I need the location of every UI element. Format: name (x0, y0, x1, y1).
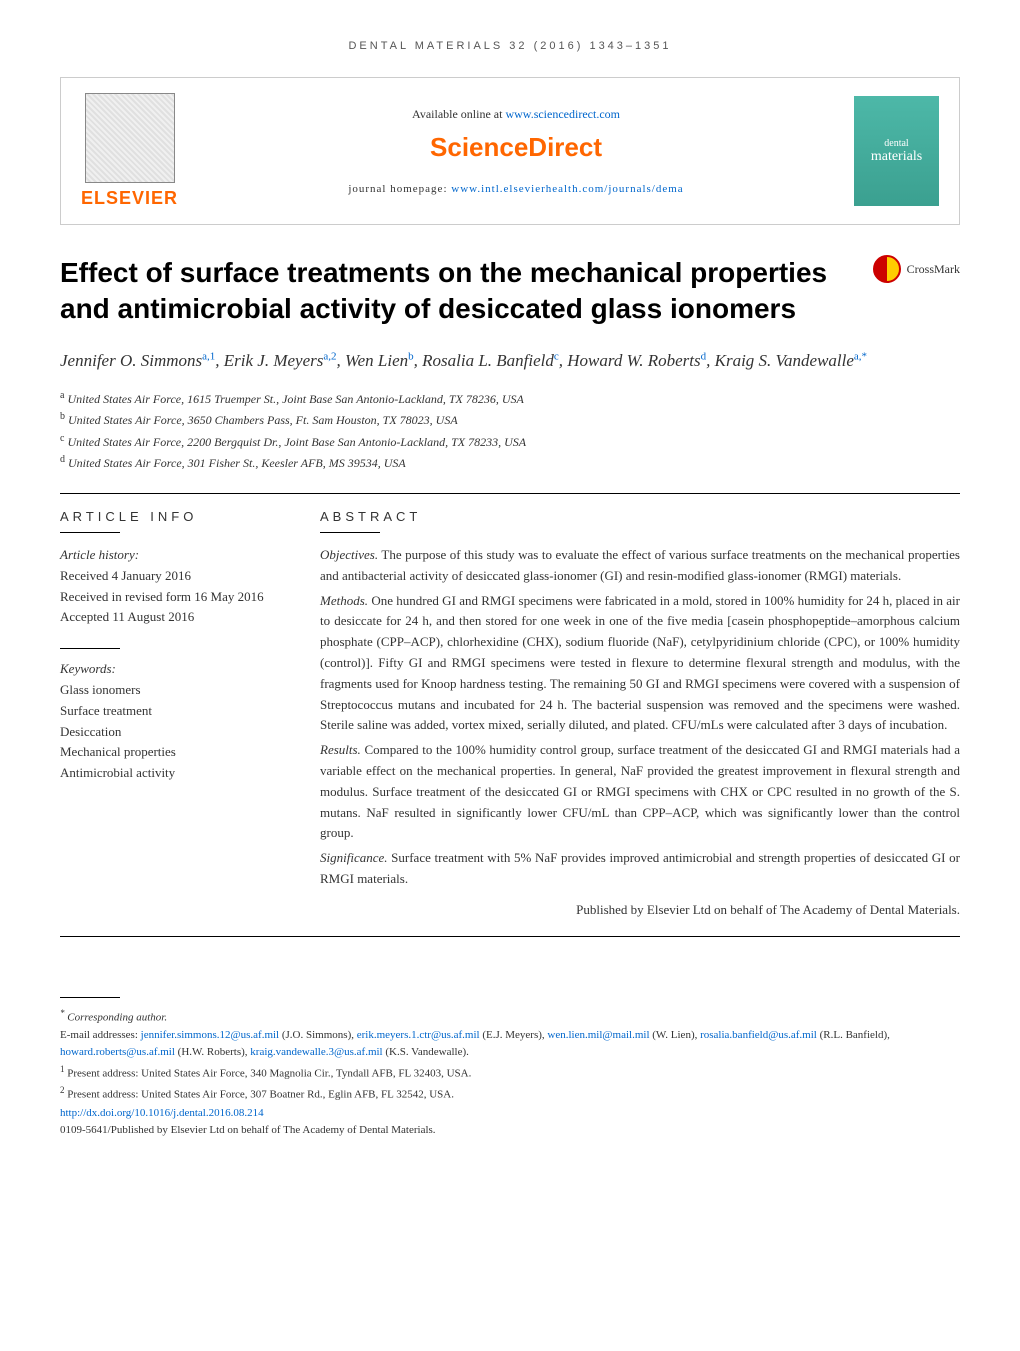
received-date: Received 4 January 2016 (60, 566, 290, 587)
email-person: (H.W. Roberts) (178, 1046, 245, 1058)
revised-date: Received in revised form 16 May 2016 (60, 587, 290, 608)
sciencedirect-link[interactable]: www.sciencedirect.com (505, 107, 620, 121)
objectives-text: The purpose of this study was to evaluat… (320, 547, 960, 583)
email-person: (K.S. Vandewalle) (385, 1046, 466, 1058)
keyword: Antimicrobial activity (60, 763, 290, 784)
abstract-copyright: Published by Elsevier Ltd on behalf of T… (320, 900, 960, 921)
keyword: Desiccation (60, 722, 290, 743)
affiliation: c United States Air Force, 2200 Bergquis… (60, 431, 960, 452)
author-name: Erik J. Meyers (224, 351, 324, 370)
present-address-2: 2 Present address: United States Air For… (60, 1083, 960, 1104)
issn-copyright: 0109-5641/Published by Elsevier Ltd on b… (60, 1122, 960, 1140)
journal-homepage: journal homepage: www.intl.elsevierhealt… (178, 183, 854, 195)
email-person: (W. Lien) (652, 1029, 694, 1041)
elsevier-wordmark: ELSEVIER (81, 188, 178, 209)
significance-label: Significance. (320, 850, 388, 865)
email-person: (R.L. Banfield) (820, 1029, 888, 1041)
email-person: (J.O. Simmons) (282, 1029, 351, 1041)
email-addresses: E-mail addresses: jennifer.simmons.12@us… (60, 1027, 960, 1062)
author-affiliation-sup: a,2 (323, 350, 336, 362)
author-affiliation-sup: c (554, 350, 559, 362)
affiliation: b United States Air Force, 3650 Chambers… (60, 409, 960, 430)
methods-label: Methods. (320, 593, 368, 608)
author-email-link[interactable]: howard.roberts@us.af.mil (60, 1046, 175, 1058)
author-email-link[interactable]: wen.lien.mil@mail.mil (547, 1029, 649, 1041)
footnotes: * Corresponding author. E-mail addresses… (60, 997, 960, 1140)
doi-link[interactable]: http://dx.doi.org/10.1016/j.dental.2016.… (60, 1107, 264, 1119)
cover-small-text: dental (884, 138, 908, 149)
homepage-label: journal homepage: (348, 183, 451, 195)
keywords-label: Keywords: (60, 659, 290, 680)
significance-text: Surface treatment with 5% NaF provides i… (320, 850, 960, 886)
present-address-1: 1 Present address: United States Air For… (60, 1062, 960, 1083)
available-text: Available online at (412, 107, 505, 121)
abstract-text: Objectives. The purpose of this study wa… (320, 545, 960, 921)
affiliations-list: a United States Air Force, 1615 Truemper… (60, 388, 960, 473)
methods-text: One hundred GI and RMGI specimens were f… (320, 593, 960, 733)
crossmark-icon (873, 255, 901, 283)
journal-header: ELSEVIER Available online at www.science… (60, 77, 960, 225)
sciencedirect-logo: ScienceDirect (178, 132, 854, 163)
running-header: DENTAL MATERIALS 32 (2016) 1343–1351 (60, 40, 960, 52)
keywords-divider (60, 648, 120, 649)
divider (60, 936, 960, 937)
author-name: Kraig S. Vandewalle (715, 351, 854, 370)
author-email-link[interactable]: jennifer.simmons.12@us.af.mil (141, 1029, 279, 1041)
author-email-link[interactable]: kraig.vandewalle.3@us.af.mil (250, 1046, 382, 1058)
author-name: Jennifer O. Simmons (60, 351, 202, 370)
results-label: Results. (320, 742, 361, 757)
affiliation: d United States Air Force, 301 Fisher St… (60, 452, 960, 473)
emails-label: E-mail addresses: (60, 1029, 141, 1041)
abstract-heading: ABSTRACT (320, 509, 960, 533)
results-text: Compared to the 100% humidity control gr… (320, 742, 960, 840)
history-label: Article history: (60, 545, 290, 566)
footnote-divider (60, 997, 120, 998)
article-info-heading: ARTICLE INFO (60, 509, 290, 533)
affiliation: a United States Air Force, 1615 Truemper… (60, 388, 960, 409)
corresponding-author-note: * Corresponding author. (60, 1006, 960, 1027)
available-online: Available online at www.sciencedirect.co… (178, 107, 854, 122)
keyword: Glass ionomers (60, 680, 290, 701)
title-row: Effect of surface treatments on the mech… (60, 255, 960, 328)
author-affiliation-sup: d (701, 350, 707, 362)
author-affiliation-sup: b (408, 350, 414, 362)
header-center: Available online at www.sciencedirect.co… (178, 107, 854, 195)
abstract-column: ABSTRACT Objectives. The purpose of this… (320, 509, 960, 921)
article-info-column: ARTICLE INFO Article history: Received 4… (60, 509, 290, 921)
divider (60, 493, 960, 494)
article-history: Article history: Received 4 January 2016… (60, 545, 290, 628)
keywords-block: Keywords: Glass ionomersSurface treatmen… (60, 659, 290, 784)
objectives-label: Objectives. (320, 547, 378, 562)
cover-large-text: materials (871, 149, 922, 165)
author-name: Wen Lien (345, 351, 408, 370)
author-affiliation-sup: a,* (854, 350, 867, 362)
author-email-link[interactable]: rosalia.banfield@us.af.mil (700, 1029, 817, 1041)
accepted-date: Accepted 11 August 2016 (60, 607, 290, 628)
author-email-link[interactable]: erik.meyers.1.ctr@us.af.mil (357, 1029, 480, 1041)
publisher-logo-block: ELSEVIER (81, 93, 178, 209)
email-person: (E.J. Meyers) (482, 1029, 542, 1041)
author-affiliation-sup: a,1 (202, 350, 215, 362)
keyword: Mechanical properties (60, 742, 290, 763)
article-title: Effect of surface treatments on the mech… (60, 255, 873, 328)
info-abstract-row: ARTICLE INFO Article history: Received 4… (60, 509, 960, 921)
elsevier-tree-icon (85, 93, 175, 183)
crossmark-badge[interactable]: CrossMark (873, 255, 960, 283)
author-name: Howard W. Roberts (567, 351, 700, 370)
homepage-link[interactable]: www.intl.elsevierhealth.com/journals/dem… (451, 183, 683, 195)
crossmark-label: CrossMark (907, 262, 960, 277)
author-name: Rosalia L. Banfield (422, 351, 554, 370)
authors-list: Jennifer O. Simmonsa,1, Erik J. Meyersa,… (60, 348, 960, 374)
keyword: Surface treatment (60, 701, 290, 722)
journal-cover-thumb: dental materials (854, 96, 939, 206)
